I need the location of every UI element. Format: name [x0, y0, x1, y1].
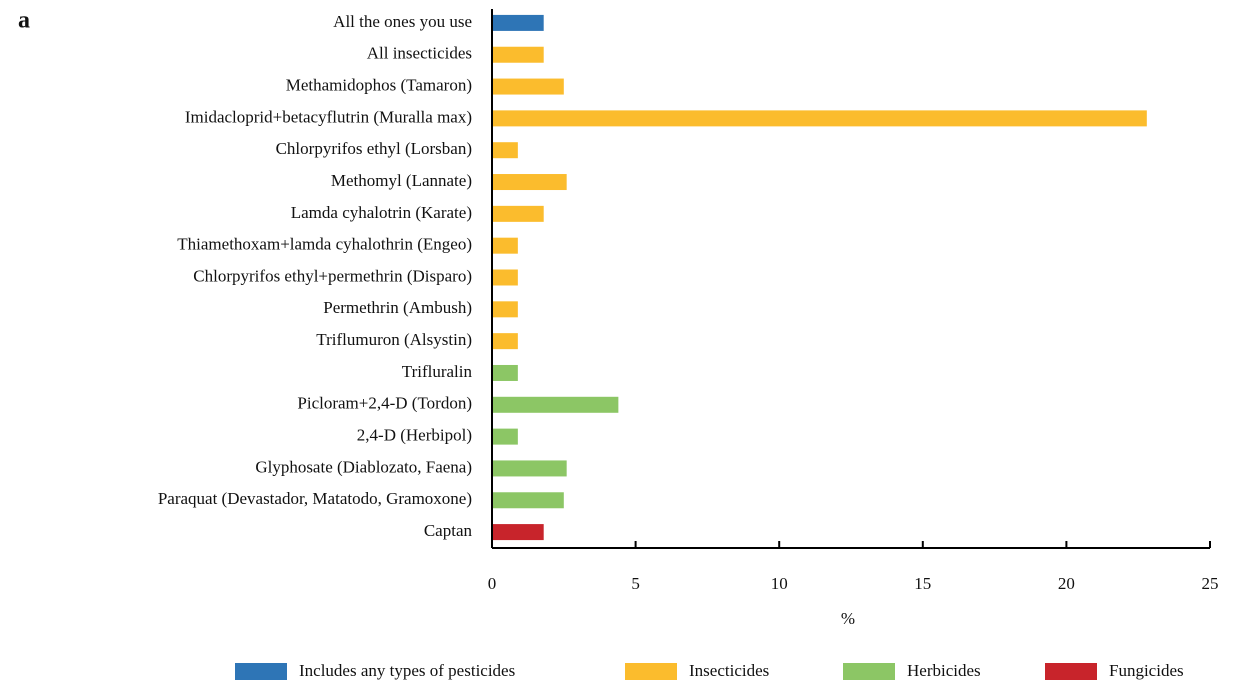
y-tick-label: Lamda cyhalotrin (Karate)	[291, 203, 472, 222]
x-tick-label: 25	[1202, 574, 1219, 593]
legend-swatch	[235, 663, 287, 680]
x-tick-label: 20	[1058, 574, 1075, 593]
y-tick-label: Permethrin (Ambush)	[323, 298, 472, 317]
bar	[492, 269, 518, 286]
y-tick-label: Glyphosate (Diablozato, Faena)	[255, 457, 472, 476]
bar	[492, 396, 619, 413]
bar	[492, 492, 564, 509]
y-tick-label: Imidacloprid+betacyflutrin (Muralla max)	[185, 107, 472, 126]
y-tick-label: Chlorpyrifos ethyl+permethrin (Disparo)	[193, 266, 472, 285]
y-tick-label: Methamidophos (Tamaron)	[286, 75, 472, 94]
bar	[492, 205, 544, 222]
bar	[492, 428, 518, 445]
x-tick-label: 0	[488, 574, 497, 593]
x-axis-label: %	[841, 609, 855, 628]
legend-label: Includes any types of pesticides	[299, 661, 515, 680]
bar	[492, 364, 518, 381]
y-tick-label: 2,4-D (Herbipol)	[357, 426, 472, 445]
y-tick-label: All insecticides	[367, 44, 472, 63]
y-tick-label: Methomyl (Lannate)	[331, 171, 472, 190]
bar	[492, 237, 518, 254]
legend-swatch	[625, 663, 677, 680]
y-tick-label: All the ones you use	[333, 12, 472, 31]
legend-swatch	[1045, 663, 1097, 680]
bar	[492, 78, 564, 95]
bar	[492, 110, 1147, 127]
y-tick-label: Chlorpyrifos ethyl (Lorsban)	[276, 139, 472, 158]
bar	[492, 524, 544, 541]
legend-label: Insecticides	[689, 661, 769, 680]
y-tick-label: Triflumuron (Alsystin)	[316, 330, 472, 349]
bar	[492, 14, 544, 31]
panel-label: a	[18, 8, 30, 34]
y-tick-label: Picloram+2,4-D (Tordon)	[297, 394, 472, 413]
bar	[492, 174, 567, 191]
x-tick-label: 15	[914, 574, 931, 593]
y-tick-label: Trifluralin	[402, 362, 473, 381]
bar	[492, 142, 518, 159]
legend-label: Herbicides	[907, 661, 981, 680]
bar	[492, 460, 567, 477]
y-tick-label: Thiamethoxam+lamda cyhalothrin (Engeo)	[177, 235, 472, 254]
y-tick-label: Paraquat (Devastador, Matatodo, Gramoxon…	[158, 489, 472, 508]
legend-swatch	[843, 663, 895, 680]
x-tick-label: 10	[771, 574, 788, 593]
bar	[492, 46, 544, 63]
y-tick-label: Captan	[424, 521, 473, 540]
bar	[492, 333, 518, 350]
bar	[492, 301, 518, 318]
x-tick-label: 5	[631, 574, 640, 593]
legend-label: Fungicides	[1109, 661, 1184, 680]
